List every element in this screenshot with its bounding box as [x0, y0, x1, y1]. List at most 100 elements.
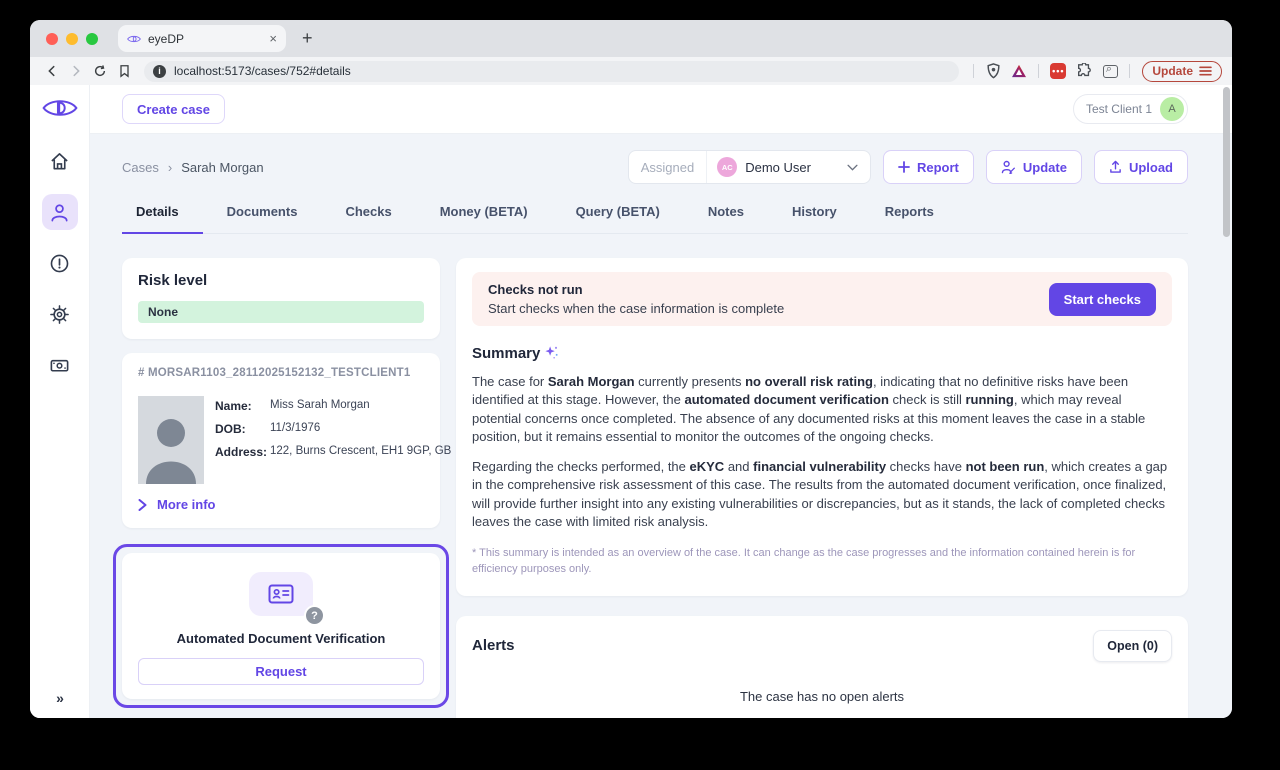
toolbar-separator — [973, 64, 975, 78]
url-text: localhost:5173/cases/752#details — [174, 64, 351, 78]
app-top-bar: Create case Test Client 1 A — [90, 85, 1232, 134]
field-dob-label: DOB: — [215, 422, 246, 436]
sidebar-item-clients[interactable] — [41, 194, 78, 230]
alert-circle-icon — [50, 254, 69, 272]
forward-icon[interactable] — [64, 60, 88, 82]
field-name-label: Name: — [215, 399, 252, 413]
new-tab-button[interactable]: + — [302, 28, 313, 48]
alerts-open-filter-button[interactable]: Open (0) — [1093, 629, 1172, 662]
reader-mode-icon[interactable] — [1099, 60, 1121, 82]
browser-tab[interactable]: eyeDP × — [118, 25, 286, 52]
gear-icon — [50, 304, 69, 324]
tab-checks[interactable]: Checks — [345, 204, 392, 219]
tab-title: eyeDP — [148, 31, 185, 46]
browser-tab-strip: eyeDP × + — [30, 20, 1232, 57]
person-edit-icon — [1001, 160, 1015, 174]
menu-icon — [1199, 66, 1212, 76]
tab-details[interactable]: Details — [122, 200, 203, 234]
tab-query[interactable]: Query (BETA) — [575, 204, 660, 219]
breadcrumb-root[interactable]: Cases — [122, 159, 159, 175]
tab-close-icon[interactable]: × — [269, 31, 277, 46]
sidebar-item-payments[interactable] — [42, 347, 78, 383]
browser-window: eyeDP × + i localhost:5173/cases/752#det… — [30, 20, 1232, 718]
upload-icon — [1110, 160, 1121, 173]
site-info-icon[interactable]: i — [153, 64, 166, 78]
close-window-button[interactable] — [46, 32, 58, 45]
reload-icon[interactable] — [88, 60, 112, 82]
sidebar-item-alerts[interactable] — [42, 245, 78, 281]
assigned-label: Assigned — [629, 151, 708, 183]
banknote-icon — [50, 359, 69, 372]
app-sidebar: » — [30, 85, 90, 718]
plus-icon — [898, 161, 910, 173]
person-icon — [51, 203, 68, 221]
risk-level-card: Risk level None — [122, 258, 440, 339]
summary-card: Checks not run Start checks when the cas… — [456, 258, 1188, 596]
back-icon[interactable] — [40, 60, 64, 82]
ai-sparkle-icon — [545, 346, 558, 359]
more-info-label: More info — [157, 497, 216, 512]
update-case-label: Update — [1022, 159, 1067, 175]
id-card-icon — [268, 584, 294, 604]
tab-documents[interactable]: Documents — [226, 204, 298, 219]
password-extension-icon[interactable]: ••• — [1047, 60, 1069, 82]
banner-title: Checks not run — [488, 282, 583, 297]
report-label: Report — [916, 159, 959, 175]
app-main: Create case Test Client 1 A Cases › Sara… — [90, 85, 1232, 718]
app-viewport: » Create case Test Client 1 A Cases › Sa… — [30, 85, 1232, 718]
tab-history[interactable]: History — [791, 204, 837, 219]
help-question-badge[interactable]: ? — [304, 605, 325, 626]
risk-level-badge: None — [138, 301, 424, 323]
field-name: Name: Miss Sarah Morgan — [215, 399, 424, 413]
url-bar[interactable]: i localhost:5173/cases/752#details — [144, 60, 960, 82]
shield-icon[interactable] — [982, 60, 1004, 82]
browser-update-button[interactable]: Update — [1142, 60, 1222, 82]
client-menu[interactable]: Test Client 1 A — [1072, 94, 1188, 124]
checks-not-run-banner: Checks not run Start checks when the cas… — [472, 272, 1172, 326]
summary-title: Summary — [472, 345, 541, 362]
sidebar-item-settings[interactable] — [42, 296, 78, 332]
summary-paragraph-1: The case for Sarah Morgan currently pres… — [472, 374, 1146, 445]
summary-paragraph-2: Regarding the checks performed, the eKYC… — [472, 458, 1168, 530]
zoom-window-button[interactable] — [86, 32, 98, 45]
minimize-window-button[interactable] — [66, 32, 78, 45]
bookmark-icon[interactable] — [112, 60, 136, 82]
breadcrumb-separator: › — [167, 159, 173, 175]
report-button[interactable]: Report — [882, 150, 974, 184]
alerts-card: Alerts Open (0) The case has no open ale… — [456, 615, 1188, 718]
field-address-value: 122, Burns Crescent, EH1 9GP, GB — [270, 445, 452, 457]
request-verification-button[interactable]: Request — [138, 658, 424, 685]
browser-update-label: Update — [1152, 64, 1193, 78]
case-page: Cases › Sarah Morgan Assigned AC Demo Us… — [90, 134, 1232, 718]
risk-level-title: Risk level — [138, 272, 208, 289]
field-dob-value: 11/3/1976 — [270, 422, 321, 434]
adv-highlight-outline: ? Automated Document Verification Reques… — [113, 544, 449, 708]
breadcrumb-current: Sarah Morgan — [181, 159, 264, 175]
start-checks-button[interactable]: Start checks — [1048, 282, 1156, 316]
field-address: Address: 122, Burns Crescent, EH1 9GP, G… — [215, 445, 451, 459]
upload-button[interactable]: Upload — [1093, 150, 1188, 184]
assignee-name: Demo User — [745, 159, 811, 175]
rewards-triangle-icon[interactable] — [1008, 60, 1030, 82]
case-tabs: Details Documents Checks Money (BETA) Qu… — [122, 200, 1188, 234]
create-case-button[interactable]: Create case — [122, 94, 225, 124]
breadcrumb: Cases › Sarah Morgan — [122, 160, 264, 175]
sidebar-expand-button[interactable]: » — [56, 690, 64, 706]
automated-document-verification-card: ? Automated Document Verification Reques… — [122, 553, 440, 699]
tab-reports[interactable]: Reports — [884, 204, 934, 219]
adv-icon-tile: ? — [249, 572, 325, 626]
case-summary-card: # MORSAR1103_28112025152132_TESTCLIENT1 — [122, 353, 451, 528]
eyedp-favicon — [127, 35, 141, 42]
more-info-link[interactable]: More info — [138, 497, 424, 512]
browser-toolbar: i localhost:5173/cases/752#details ••• U… — [30, 57, 1232, 85]
assigned-select[interactable]: Assigned AC Demo User — [627, 150, 871, 184]
toolbar-separator-2 — [1038, 64, 1040, 78]
tab-money[interactable]: Money (BETA) — [439, 204, 528, 219]
tab-notes[interactable]: Notes — [707, 204, 744, 219]
eyedp-logo — [41, 100, 78, 116]
extensions-icon[interactable] — [1073, 60, 1095, 82]
adv-title: Automated Document Verification — [176, 631, 386, 646]
sidebar-item-home[interactable] — [42, 143, 78, 179]
update-case-button[interactable]: Update — [985, 150, 1082, 184]
page-scrollbar[interactable] — [1223, 87, 1230, 237]
